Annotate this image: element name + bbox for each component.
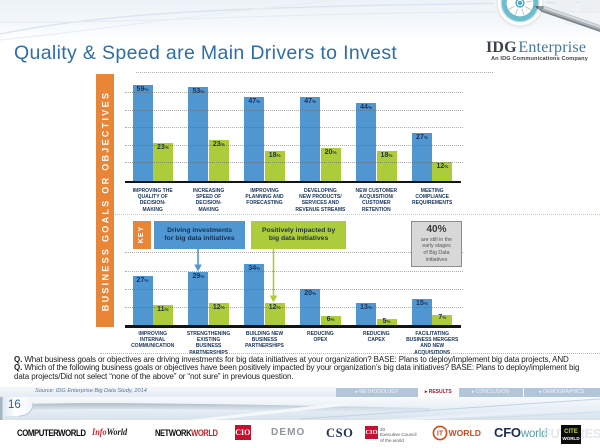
svg-text:WORLD: WORLD: [449, 428, 481, 438]
svg-text:IT: IT: [437, 430, 444, 437]
